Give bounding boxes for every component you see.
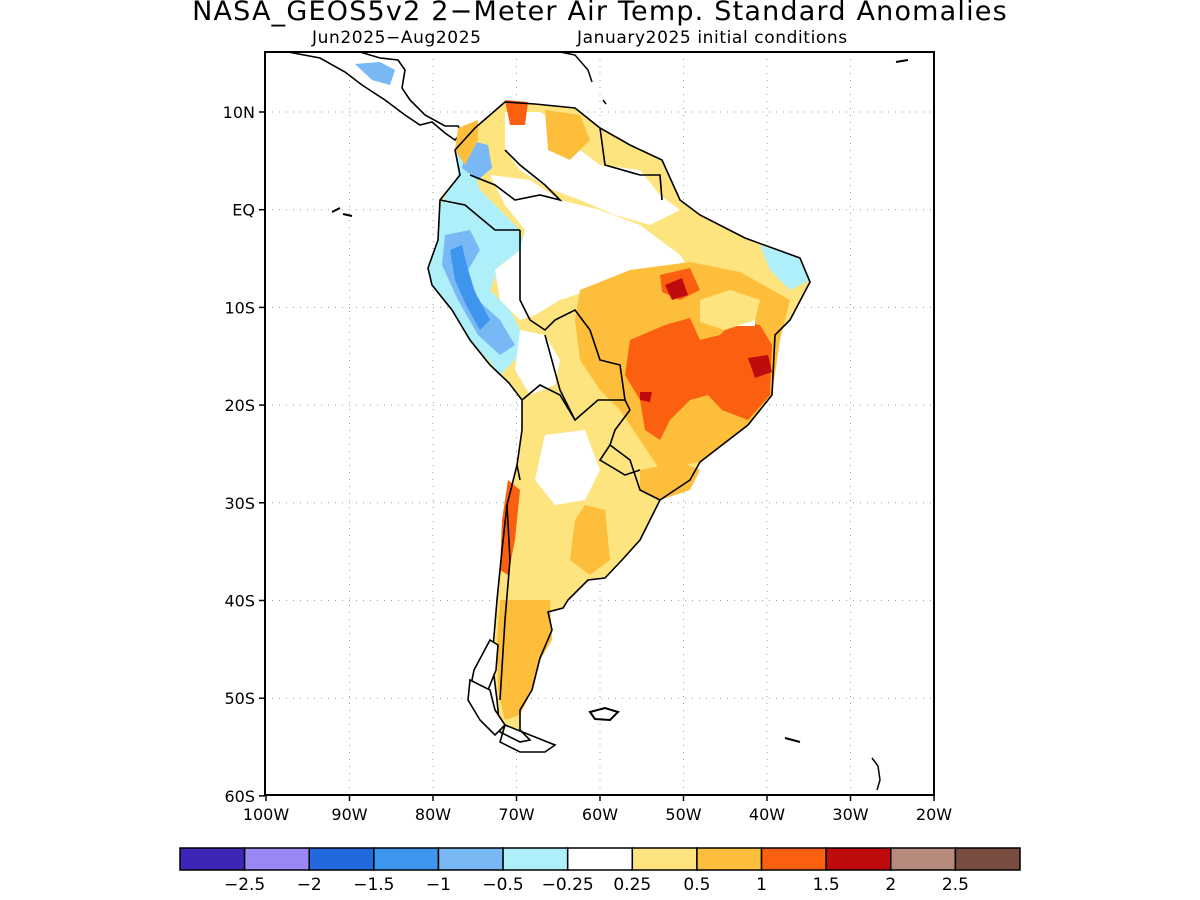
colorbar-label: 1.5 <box>813 875 840 895</box>
southern-brazil-warm <box>640 462 700 500</box>
colorbar-label: −1 <box>426 875 451 895</box>
colorbar-swatch <box>954 847 1021 871</box>
map-title: NASA_GEOS5v2 2−Meter Air Temp. Standard … <box>192 0 1008 27</box>
colorbar-swatch <box>373 847 440 871</box>
lat-tick-label: 30S <box>224 494 255 513</box>
brazil-east-mild <box>700 290 760 330</box>
ne-brazil-coast-cold <box>760 245 810 290</box>
patagonia-warm <box>497 600 552 720</box>
galapagos-islands <box>331 207 353 217</box>
lon-tick-label: 90W <box>331 805 367 824</box>
lon-tick-label: 50W <box>665 805 701 824</box>
lon-tick-label: 70W <box>498 805 534 824</box>
colorbar-label: 0.5 <box>683 875 710 895</box>
colorbar-label: 1 <box>756 875 767 895</box>
lon-tick-label: 40W <box>749 805 785 824</box>
colorbar-label: −2 <box>297 875 322 895</box>
guiana-warm <box>545 110 590 160</box>
forecast-period: Jun2025−Aug2025 <box>312 28 482 48</box>
andes-cold-core <box>450 245 490 330</box>
latitude-axis: 10N EQ 10S 20S 30S 40S 50S 60S <box>223 103 265 806</box>
colorbar-swatch <box>631 847 698 871</box>
colorbar-swatch <box>566 847 634 871</box>
country-borders <box>427 101 811 743</box>
colorbar-swatch <box>696 847 763 871</box>
colorbar-label: 2.5 <box>942 875 969 895</box>
lon-tick-label: 60W <box>582 805 618 824</box>
initial-conditions: January2025 initial conditions <box>577 28 848 48</box>
colorbar-label: −0.25 <box>542 875 594 895</box>
argentina-warm <box>570 505 610 575</box>
colorbar-label: 2 <box>885 875 896 895</box>
lat-tick-label: 10S <box>224 298 255 317</box>
argentina-neutral <box>535 430 600 505</box>
lat-tick-label: 20S <box>224 396 255 415</box>
caribbean-islands <box>559 52 607 105</box>
central-america-cold-patch <box>355 62 395 85</box>
lat-tick-label: 50S <box>224 689 255 708</box>
lat-tick-label: 60S <box>224 787 255 806</box>
lon-tick-label: 20W <box>916 805 952 824</box>
andes-chile-warm <box>500 480 520 575</box>
colorbar-legend: −2.5 −2 −1.5 −1 −0.5 −0.25 0.25 0.5 1 1.5 2 2.5 <box>179 847 1021 895</box>
south-sandwich-islands <box>871 757 881 791</box>
atlantic-islands-ne <box>895 59 909 63</box>
brazil-hot-spot-south <box>640 392 652 402</box>
southern-chile-islands <box>467 678 507 737</box>
lon-tick-label: 30W <box>832 805 868 824</box>
colorbar-label: −1.5 <box>353 875 394 895</box>
colorbar-swatch <box>179 847 246 871</box>
lon-tick-label: 100W <box>243 805 290 824</box>
colorbar-label: −0.5 <box>482 875 523 895</box>
venezuela-warm-spot <box>505 100 528 125</box>
south-georgia-island <box>784 737 801 743</box>
colorbar-label: 0.25 <box>613 875 651 895</box>
brazil-hot-spot-east <box>748 355 772 378</box>
brazil-hot-spot <box>665 278 688 300</box>
colorbar-swatch <box>890 847 957 871</box>
falkland-islands <box>588 706 620 722</box>
colorbar-swatch <box>760 847 827 871</box>
lat-tick-label: 10N <box>223 103 255 122</box>
lon-tick-label: 80W <box>415 805 451 824</box>
lat-tick-label: EQ <box>232 201 255 220</box>
colorbar-swatch <box>502 847 569 871</box>
brazil-strong-warm <box>625 318 772 440</box>
map-content <box>265 52 934 795</box>
colorbar-swatch <box>825 847 892 871</box>
andes-cold-anomaly <box>428 150 525 375</box>
colorbar-label: −2.5 <box>224 875 265 895</box>
colorbar-swatch <box>437 847 504 871</box>
longitude-axis: 100W 90W 80W 70W 60W 50W 40W 30W 20W <box>243 795 952 824</box>
colorbar-swatch <box>243 847 310 871</box>
lat-tick-label: 40S <box>224 592 255 611</box>
colorbar-swatch <box>308 847 375 871</box>
